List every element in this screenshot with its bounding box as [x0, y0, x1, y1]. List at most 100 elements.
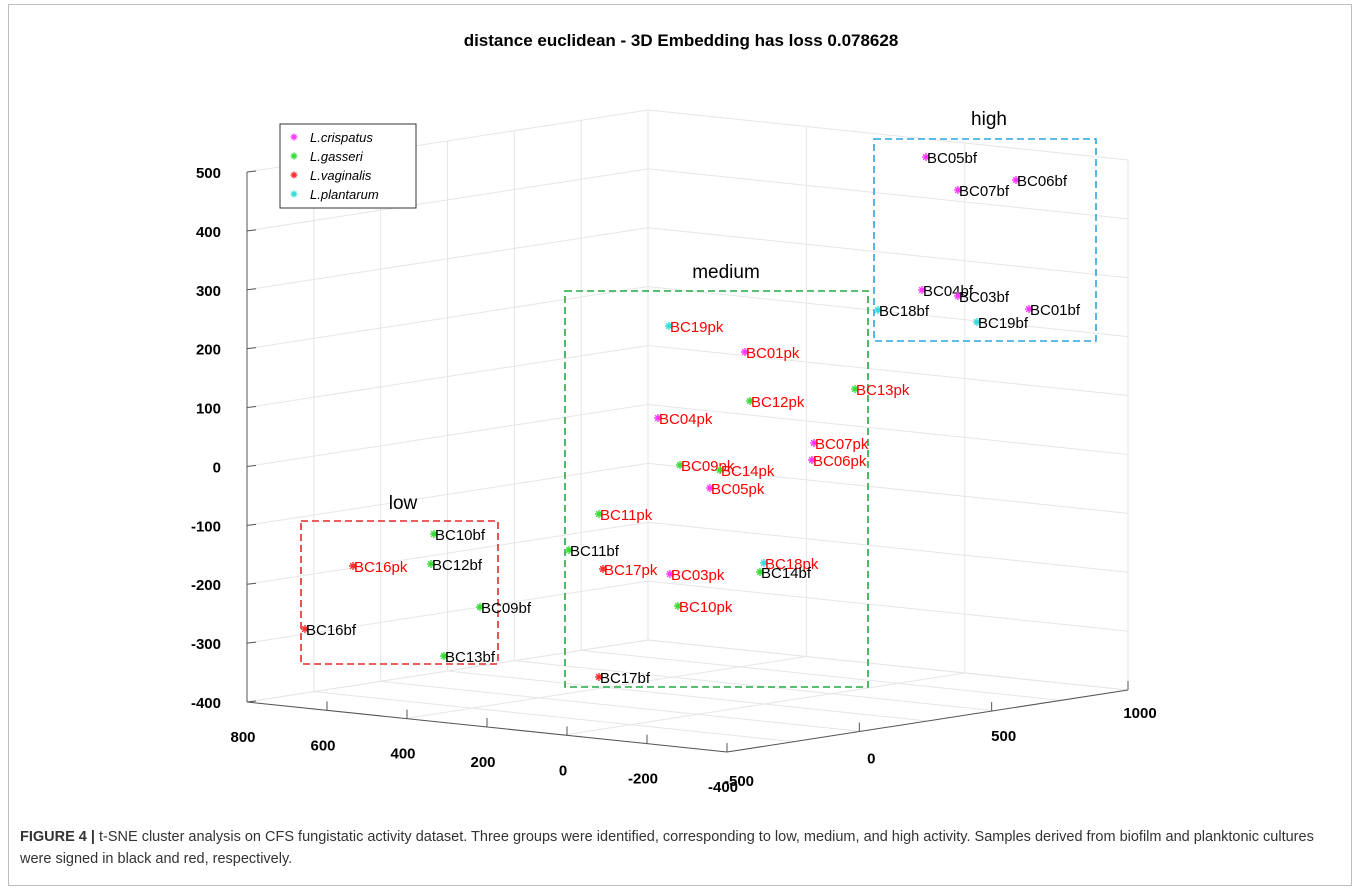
- point-label: BC17pk: [604, 562, 658, 579]
- legend-marker: [291, 134, 297, 140]
- z-tick-label: -100: [191, 518, 221, 535]
- grid-line-x-floor: [380, 680, 861, 732]
- grid-line-x-floor: [447, 670, 928, 722]
- data-point: BC01bf: [1025, 302, 1081, 319]
- point-label: BC05bf: [927, 150, 978, 167]
- point-marker: [654, 414, 662, 422]
- z-tick-mark: [246, 347, 257, 350]
- group-label-medium: medium: [692, 262, 760, 283]
- data-point: BC05pk: [706, 481, 765, 498]
- point-label: BC13pk: [856, 382, 910, 399]
- data-point: BC07pk: [810, 436, 869, 453]
- z-tick-mark: [246, 523, 257, 526]
- data-point: BC06bf: [1012, 173, 1068, 190]
- x-tick-label: 600: [310, 737, 335, 754]
- legend-entry: L.crispatus: [290, 130, 373, 145]
- group-box-low: [300, 520, 499, 665]
- z-tick-label: 400: [196, 224, 221, 241]
- point-marker: [756, 568, 764, 576]
- data-point: BC06pk: [808, 453, 867, 470]
- point-marker: [954, 292, 962, 300]
- data-point: BC14pk: [716, 463, 775, 480]
- point-label: BC01bf: [1030, 302, 1081, 319]
- point-marker: [676, 461, 684, 469]
- point-marker: [674, 602, 682, 610]
- point-marker: [430, 530, 438, 538]
- chart-legend: L.crispatus L.gasseri L.vaginalis L.plantar…: [279, 123, 417, 209]
- z-tick-label: 100: [196, 401, 221, 418]
- data-point: BC10pk: [674, 599, 733, 616]
- figure-caption-text: t-SNE cluster analysis on CFS fungistati…: [20, 829, 1314, 867]
- group-box-medium: [564, 290, 869, 688]
- data-point: BC12bf: [427, 557, 483, 574]
- figure-frame: [8, 4, 1352, 886]
- figure-caption-label: FIGURE 4 |: [20, 829, 95, 845]
- point-marker: [301, 625, 309, 633]
- z-tick-mark: [246, 464, 257, 467]
- legend-label: L.plantarum: [310, 187, 379, 202]
- point-label: BC03pk: [671, 567, 725, 584]
- point-label: BC10pk: [679, 599, 733, 616]
- z-tick-label: -200: [191, 577, 221, 594]
- data-points: BC05bfBC06bfBC07bfBC04bfBC03bfBC01bfBC18…: [301, 150, 1081, 687]
- data-point: BC16pk: [349, 559, 408, 576]
- grid-line-z: [647, 168, 1129, 220]
- z-tick-label: -400: [191, 695, 221, 712]
- point-label: BC10bf: [435, 527, 486, 544]
- point-marker: [716, 466, 724, 474]
- legend-marker: [291, 191, 297, 197]
- point-label: BC18bf: [879, 303, 930, 320]
- point-label: BC07bf: [959, 183, 1010, 200]
- point-marker: [741, 348, 749, 356]
- data-point: BC09bf: [476, 600, 532, 617]
- z-tick-mark: [246, 700, 257, 703]
- point-marker: [973, 318, 981, 326]
- point-marker: [1012, 176, 1020, 184]
- point-marker: [918, 286, 926, 294]
- legend-box: [279, 123, 417, 209]
- x-tick-label: 800: [230, 729, 255, 746]
- point-label: BC14bf: [761, 565, 812, 582]
- point-marker: [746, 397, 754, 405]
- point-marker: [851, 385, 859, 393]
- data-point: BC16bf: [301, 622, 357, 639]
- point-marker: [349, 562, 357, 570]
- point-marker: [1025, 305, 1033, 313]
- point-marker: [599, 565, 607, 573]
- point-label: BC18pk: [765, 556, 819, 573]
- grid-line-z: [647, 403, 1129, 455]
- point-marker: [810, 439, 818, 447]
- legend-entry: L.vaginalis: [290, 168, 372, 183]
- data-point: BC12pk: [746, 394, 805, 411]
- data-point: BC19pk: [665, 319, 724, 336]
- point-label: BC19pk: [670, 319, 724, 336]
- point-marker: [922, 153, 930, 161]
- data-point: BC04pk: [654, 411, 713, 428]
- point-label: BC16bf: [306, 622, 357, 639]
- point-label: BC05pk: [711, 481, 765, 498]
- figure-caption: FIGURE 4 | t-SNE cluster analysis on CFS…: [20, 826, 1340, 870]
- point-label: BC06bf: [1017, 173, 1068, 190]
- group-label-low: low: [389, 493, 418, 514]
- legend-label: L.gasseri: [310, 149, 364, 164]
- legend-marker: [291, 153, 297, 159]
- point-label: BC16pk: [354, 559, 408, 576]
- point-marker: [595, 510, 603, 518]
- grid-line-z: [647, 521, 1129, 573]
- z-tick-mark: [246, 641, 257, 644]
- data-point: BC18pk: [760, 556, 819, 573]
- legend-label: L.vaginalis: [310, 168, 372, 183]
- grid-line-z: [647, 345, 1129, 397]
- point-marker: [760, 559, 768, 567]
- point-marker: [808, 456, 816, 464]
- point-marker: [706, 484, 714, 492]
- x-tick-label: 0: [559, 762, 567, 779]
- z-tick-mark: [246, 288, 257, 291]
- legend-label: L.crispatus: [310, 130, 373, 145]
- z-tick-label: 0: [213, 459, 221, 476]
- legend-entry: L.plantarum: [290, 187, 379, 202]
- point-marker: [874, 306, 882, 314]
- data-point: BC17bf: [595, 670, 651, 687]
